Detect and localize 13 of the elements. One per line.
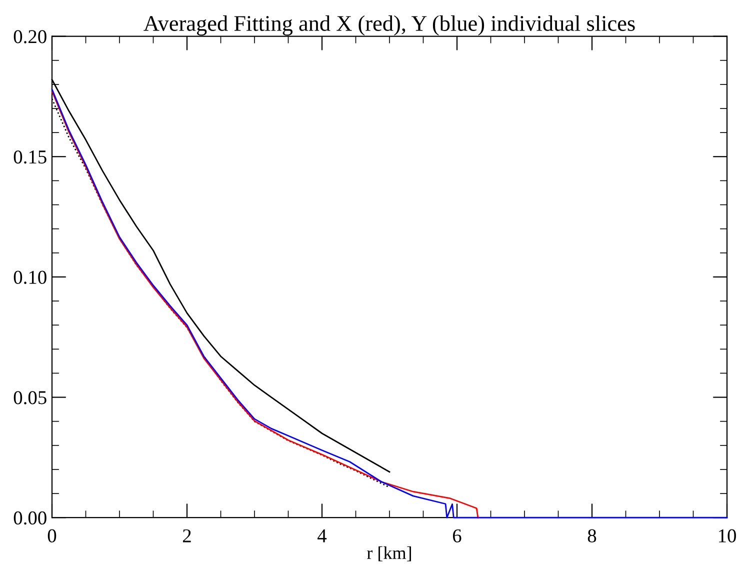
x-tick-label: 0 <box>48 529 56 542</box>
x-axis-title: r [km] <box>367 546 411 562</box>
x-tick-label: 2 <box>182 529 191 542</box>
y-tick-label: 0.20 <box>14 30 46 44</box>
y-tick-label: 0.10 <box>14 270 46 284</box>
y-tick-label: 0.00 <box>14 511 46 525</box>
x-tick-label: 6 <box>452 529 462 542</box>
y-tick-label: 0.15 <box>14 150 46 164</box>
chart-title: Averaged Fitting and X (red), Y (blue) individual slices <box>144 15 635 36</box>
x-tick-label: 10 <box>718 529 736 542</box>
x-tick-label: 4 <box>318 529 327 542</box>
y-tick-label: 0.05 <box>14 391 46 404</box>
x-tick-label: 8 <box>588 529 596 542</box>
